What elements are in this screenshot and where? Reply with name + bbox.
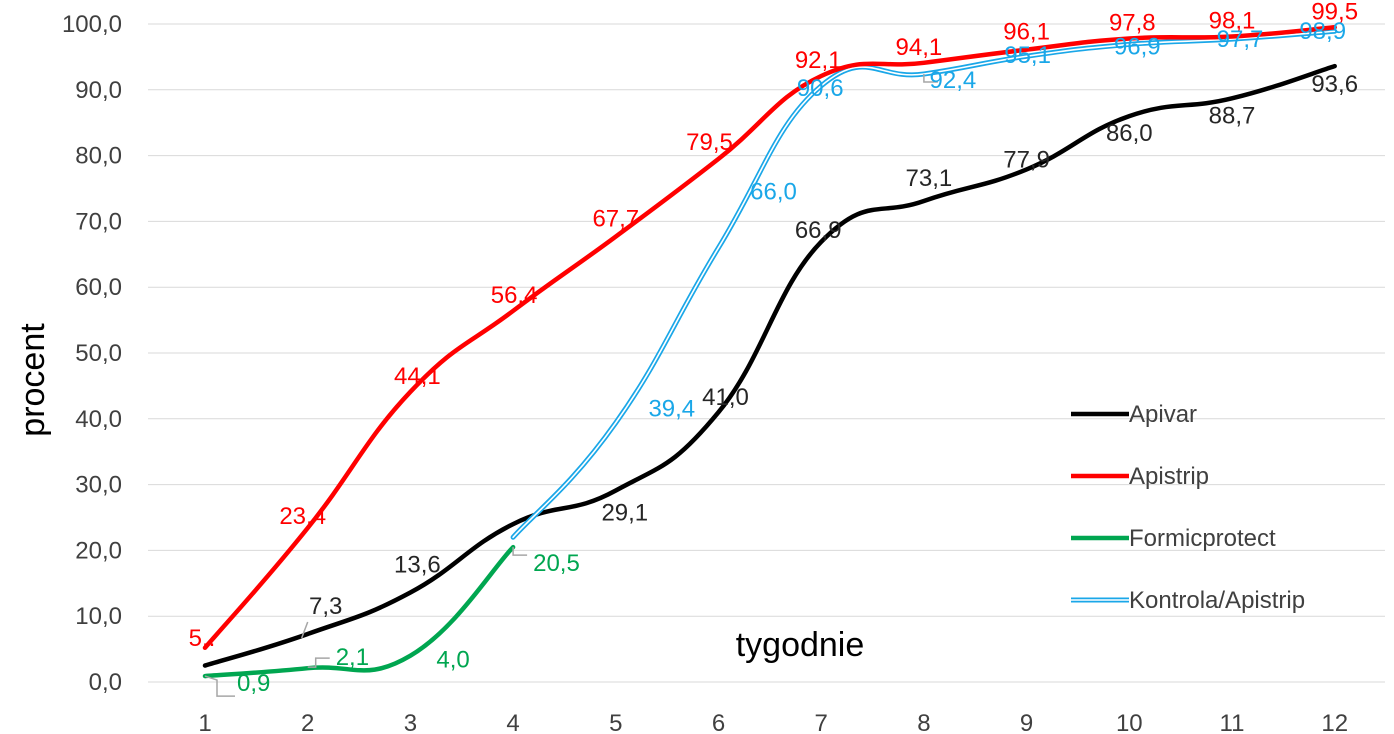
- x-tick-label: 1: [198, 710, 211, 734]
- y-tick-label: 20,0: [75, 537, 122, 564]
- label-leader-line: [204, 675, 235, 697]
- legend-label: Apivar: [1129, 401, 1197, 428]
- data-label: 23,4: [279, 503, 326, 530]
- data-label: 56,4: [491, 282, 538, 309]
- series-line-apivar: [202, 63, 1337, 668]
- data-label: 44,1: [394, 363, 441, 390]
- data-label: 66,9: [795, 217, 842, 244]
- label-leader-line: [923, 74, 938, 83]
- data-labels: 7,3 13,6 29,1 41,0 66,9 73,1 77,9 86,0 88,7 93,6 5…: [189, 0, 1358, 697]
- data-label: 96,9: [1114, 33, 1161, 60]
- x-tick-label: 4: [506, 710, 519, 734]
- data-label: 2,1: [336, 644, 369, 671]
- data-label: 66,0: [750, 179, 797, 206]
- data-label: 95,1: [1004, 42, 1051, 69]
- data-label: 20,5: [533, 550, 580, 577]
- x-tick-label: 2: [301, 710, 314, 734]
- data-label: 77,9: [1003, 146, 1050, 173]
- y-tick-label: 90,0: [75, 77, 122, 104]
- data-label: 79,5: [686, 129, 733, 156]
- y-tick-label: 100,0: [62, 11, 122, 38]
- data-label: 92,4: [930, 67, 977, 94]
- x-tick-label: 8: [917, 710, 930, 734]
- legend-label: Apistrip: [1129, 463, 1209, 490]
- legend: Apivar Apistrip Formicprotect Kontrola/Apis…: [1071, 401, 1305, 614]
- y-tick-label: 40,0: [75, 406, 122, 433]
- x-tick-label: 10: [1116, 710, 1143, 734]
- y-tick-label: 80,0: [75, 143, 122, 170]
- x-tick-label: 5: [609, 710, 622, 734]
- label-leader-line: [512, 547, 528, 556]
- data-label: 94,1: [896, 34, 943, 61]
- data-label: 73,1: [906, 165, 953, 192]
- y-tick-label: 60,0: [75, 274, 122, 301]
- legend-label: Kontrola/Apistrip: [1129, 587, 1305, 614]
- data-label: 90,6: [797, 75, 844, 102]
- x-tick-label: 9: [1020, 710, 1033, 734]
- data-label: 92,1: [795, 47, 842, 74]
- label-leader-lines: [204, 74, 938, 697]
- data-label: 5..: [189, 625, 216, 652]
- data-label: 39,4: [648, 396, 695, 423]
- series-line-formicprotect: [202, 544, 516, 679]
- data-label: 93,6: [1311, 71, 1358, 98]
- data-label: 4,0: [436, 647, 469, 674]
- y-tick-label: 0,0: [89, 669, 122, 696]
- label-leader-line: [307, 657, 330, 668]
- data-label: 98,9: [1299, 18, 1346, 45]
- data-label: 86,0: [1106, 120, 1153, 147]
- data-label: 98,1: [1209, 8, 1256, 35]
- data-label: 88,7: [1209, 102, 1256, 129]
- data-label: 97,8: [1109, 9, 1156, 36]
- gridlines: [148, 23, 1385, 683]
- data-label: 97,7: [1217, 26, 1264, 53]
- y-axis-ticks: 0,0 10,0 20,0 30,0 40,0 50,0 60,0 70,0 80,0 90,0 1…: [62, 11, 122, 696]
- legend-label: Formicprotect: [1129, 525, 1276, 552]
- series-line-apistrip: [202, 25, 1337, 651]
- label-leader-line: [300, 621, 309, 639]
- data-label: 29,1: [601, 500, 648, 527]
- x-tick-label: 7: [815, 710, 828, 734]
- x-axis-ticks: 1 2 3 4 5 6 7 8 9 10 11 12: [198, 710, 1348, 734]
- series-line-kontrola-apistrip-inner: [512, 30, 1336, 539]
- data-label: 99,5: [1311, 0, 1358, 25]
- data-label: 96,1: [1003, 19, 1050, 46]
- data-label: 13,6: [394, 552, 441, 579]
- y-tick-label: 50,0: [75, 340, 122, 367]
- x-tick-label: 3: [404, 710, 417, 734]
- x-tick-label: 12: [1321, 710, 1348, 734]
- x-tick-label: 11: [1220, 710, 1245, 734]
- x-axis-title: tygodnie: [736, 626, 865, 664]
- x-tick-label: 6: [712, 710, 725, 734]
- data-label: 41,0: [702, 384, 749, 411]
- series-lines: [202, 25, 1338, 679]
- y-tick-label: 30,0: [75, 472, 122, 499]
- data-label: 7,3: [309, 593, 342, 620]
- data-label: 0,9: [237, 670, 270, 697]
- y-tick-label: 10,0: [75, 603, 122, 630]
- y-axis-title: procent: [14, 323, 52, 437]
- y-tick-label: 70,0: [75, 208, 122, 235]
- data-label: 67,7: [592, 206, 639, 233]
